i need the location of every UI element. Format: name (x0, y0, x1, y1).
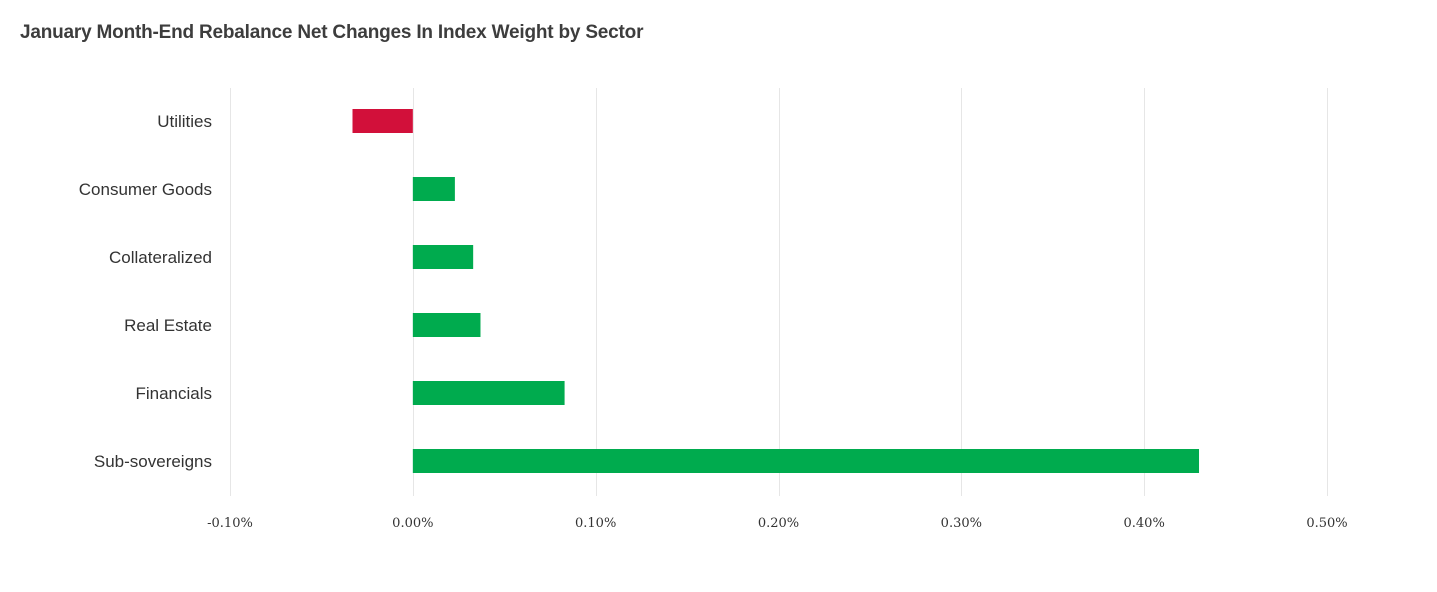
x-tick-label: 0.40% (1124, 516, 1165, 531)
chart-title: January Month-End Rebalance Net Changes … (20, 22, 644, 43)
x-tick-label: 0.20% (758, 516, 799, 531)
x-tick-label: 0.00% (392, 516, 433, 531)
x-tick-label: 0.10% (575, 516, 616, 531)
gridlines (230, 88, 1328, 496)
bar (412, 449, 1200, 473)
x-tick-label: 0.30% (941, 516, 982, 531)
x-tick-label: 0.50% (1306, 516, 1347, 531)
category-label: Sub-sovereigns (94, 452, 212, 471)
bar (412, 381, 565, 405)
bar (352, 109, 413, 133)
bar (412, 313, 481, 337)
x-tick-label: -0.10% (207, 516, 253, 531)
category-label: Collateralized (109, 248, 212, 267)
category-label: Consumer Goods (79, 180, 212, 199)
x-axis-tick-labels: -0.10% 0.00% 0.10% 0.20% 0.30% 0.40% 0.50% (207, 516, 1348, 531)
bars (352, 109, 1200, 473)
bar (412, 245, 474, 269)
bar (412, 177, 455, 201)
category-label: Financials (135, 384, 212, 403)
category-labels: Utilities Consumer Goods Collateralized Rea… (79, 112, 212, 471)
category-label: Utilities (157, 112, 212, 131)
category-label: Real Estate (124, 316, 212, 335)
